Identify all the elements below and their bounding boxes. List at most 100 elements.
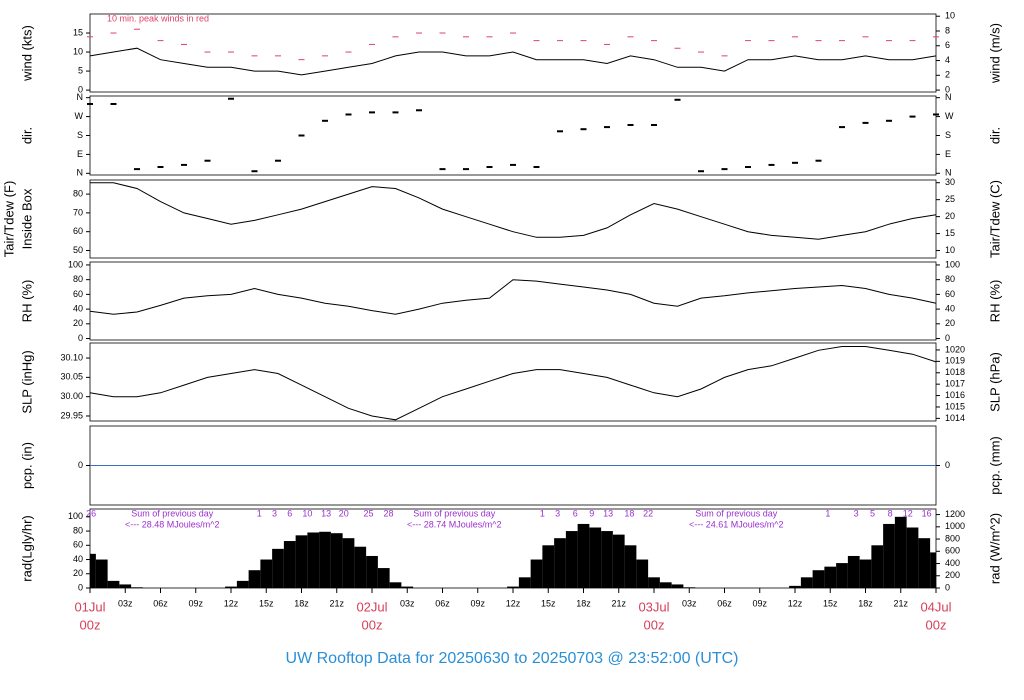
series-line [90,182,937,240]
hour-label: 8 [888,508,893,518]
y-tick-label: 70 [73,207,83,217]
y-tick-label: 60 [73,289,83,299]
dir-point [792,161,798,164]
y-axis-label: dir. [19,127,34,144]
rad-bar [107,580,120,588]
hour-label: 1 [825,508,830,518]
rad-bar [366,555,378,588]
rad-bar [847,555,860,588]
rad-bar [601,531,613,588]
dir-point [604,126,610,129]
x-day-label: 04Jul [920,599,951,614]
y2-tick-label: 0 [945,84,950,94]
y2-tick-label: 4 [945,55,950,65]
y-axis-label: wind (kts) [19,25,34,82]
panel-frame [89,13,937,93]
rad-bar [589,527,602,588]
dir-point [862,121,869,124]
x-tick-label: 06z [435,598,450,608]
dir-point [486,166,493,169]
rad-bar [871,545,884,588]
x-tick-label: 15z [259,598,274,608]
y-tick-label: 100 [68,511,83,521]
hour-label: 22 [643,508,653,518]
rad-bar [612,534,625,588]
y2-tick-label: 6 [945,40,950,50]
y2-tick-label: S [945,130,951,140]
x-tick-label: 18z [858,598,873,608]
day-sum-value: <--- 28.74 MJoules/m^2 [407,519,502,529]
y2-tick-label: W [945,111,954,121]
hour-label: 10 [302,508,312,518]
y2-tick-label: 1015 [945,401,965,411]
dir-point [251,170,258,173]
dir-point [721,168,728,171]
x-tick-label: 09z [188,598,203,608]
x-day-label: 01Jul [74,599,105,614]
rad-bar [342,538,355,588]
x-tick-label: 00z [80,617,101,632]
y2-tick-label: 800 [945,533,960,543]
hour-label: 3 [272,508,277,518]
dir-point [815,159,822,162]
dir-point [416,109,422,112]
rad-bar [659,582,672,588]
dir-point [181,163,187,166]
dir-point [909,115,916,118]
y-tick-label: 80 [73,274,83,284]
x-tick-label: 21z [611,598,626,608]
dir-point [698,170,704,173]
y2-tick-label: 20 [945,318,955,328]
x-tick-label: 03z [118,598,133,608]
y2-tick-label: 60 [945,289,955,299]
hour-label: 3 [854,508,859,518]
y-tick-label: S [77,130,83,140]
y2-tick-label: 400 [945,558,960,568]
panel-frame [89,342,937,422]
y2-tick-label: 1200 [945,509,965,519]
page-title: UW Rooftop Data for 20250630 to 20250703… [286,650,739,667]
hour-label: 6 [287,508,292,518]
day-sum-value: <--- 24.61 MJoules/m^2 [689,519,784,529]
hour-label: 26 [86,508,96,518]
rad-bar [330,533,343,588]
y2-axis-label: pcp. (mm) [987,436,1002,495]
rad-bar [800,577,813,588]
day-sum-title: Sum of previous day [695,508,778,518]
dir-point [886,119,892,122]
rad-bar [518,577,531,588]
y-tick-label: 60 [73,540,83,550]
dir-point [369,111,375,114]
panel-frame [89,179,937,259]
y-tick-label: 100 [68,259,83,269]
y2-axis-label: Tair/Tdew (C) [987,180,1002,258]
y-tick-label: 5 [78,65,83,75]
dir-point [651,123,657,126]
hour-label: 6 [573,508,578,518]
y2-tick-label: 40 [945,303,955,313]
rad-bar [836,563,848,588]
y2-axis-label: dir. [987,127,1002,144]
rad-bar [295,535,308,588]
y2-tick-label: 100 [945,259,960,269]
dir-point [204,159,211,162]
rad-bar [225,586,237,588]
hour-label: 12 [903,508,913,518]
y2-axis-label: wind (m/s) [987,23,1002,84]
day-sum-title: Sum of previous day [131,508,214,518]
y-axis-label: SLP (inHg) [19,350,34,413]
x-tick-label: 06z [153,598,168,608]
rad-bar [789,585,801,588]
y-tick-label: 80 [73,525,83,535]
rad-bar [530,559,543,588]
x-tick-label: 09z [470,598,485,608]
y2-tick-label: 20 [945,211,955,221]
rad-bar [507,586,519,588]
rad-bar [119,584,132,588]
dir-point [275,159,281,162]
y2-tick-label: E [945,149,951,159]
rad-bar [636,559,649,588]
rad-bar [883,523,895,588]
hour-label: 13 [603,508,613,518]
x-day-label: 02Jul [356,599,387,614]
